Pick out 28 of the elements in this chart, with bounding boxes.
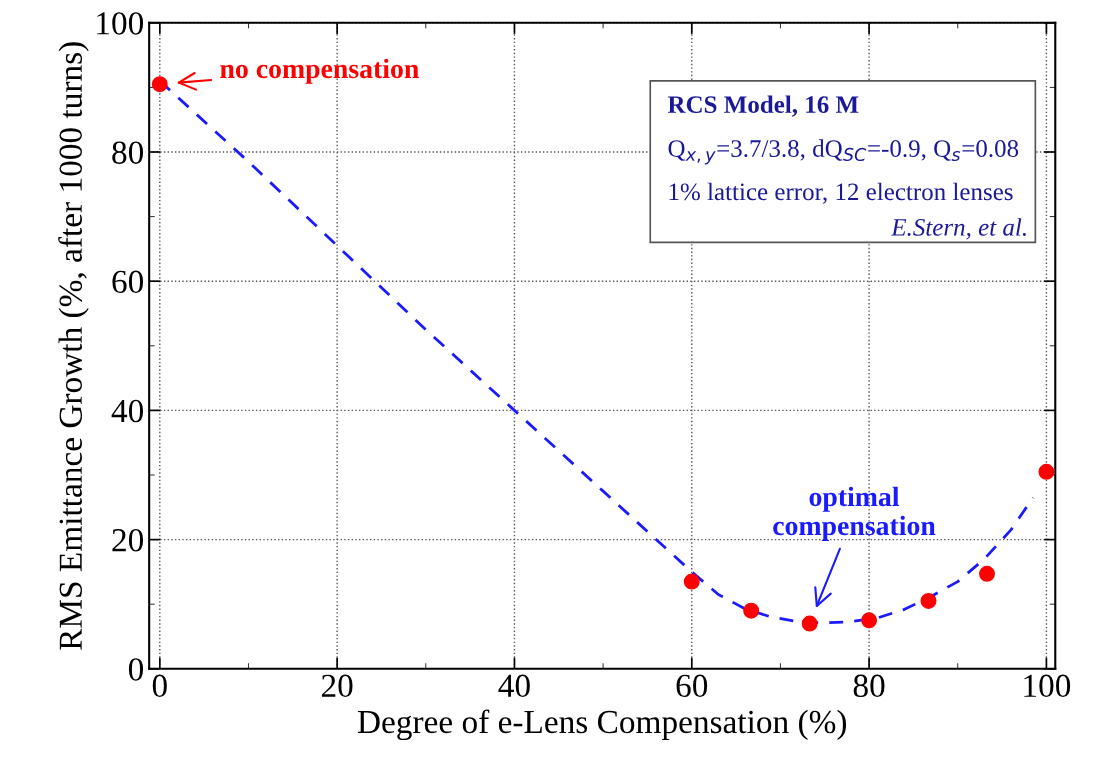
annotation: no compensation (220, 58, 419, 84)
y-tick-label: 80 (112, 141, 144, 164)
x-axis-title: Degree of e-Lens Compensation (%) (357, 709, 847, 741)
y-tick-label: 20 (112, 529, 144, 552)
x-tick-label: 0 (152, 674, 167, 698)
point (801, 615, 818, 632)
y-tick-label: 40 (111, 399, 144, 423)
x-tick-label: 100 (1024, 674, 1071, 698)
point (151, 76, 168, 93)
x-tick-label: 80 (853, 674, 885, 698)
annotation: 1% lattice error, 12 electron lenses (669, 182, 1013, 204)
point (861, 612, 878, 629)
y-axis-title: RMS Emittance Growth (%, after 1000 turns) (58, 42, 89, 650)
y-tick-label: 100 (97, 12, 144, 35)
point (920, 592, 937, 609)
x-tick-label: 40 (498, 674, 530, 698)
point (743, 602, 760, 619)
x-tick-label: 20 (321, 674, 353, 698)
y-tick-label: 60 (112, 270, 144, 294)
annotation: Q$_{x,y}$=3.7/3.8, dQ$_{SC}$=-0.9, Q$_{s}$=0.08 (668, 139, 1019, 165)
annotation: E.Stern, et al. (891, 218, 1026, 240)
point (979, 565, 995, 582)
annotation: RCS Model, 16 M (667, 95, 859, 117)
point (683, 573, 700, 590)
x-tick-label: 60 (676, 674, 708, 698)
annotation: optimal compensation (773, 486, 936, 541)
y-tick-label: 0 (128, 658, 144, 681)
point (1038, 463, 1055, 480)
